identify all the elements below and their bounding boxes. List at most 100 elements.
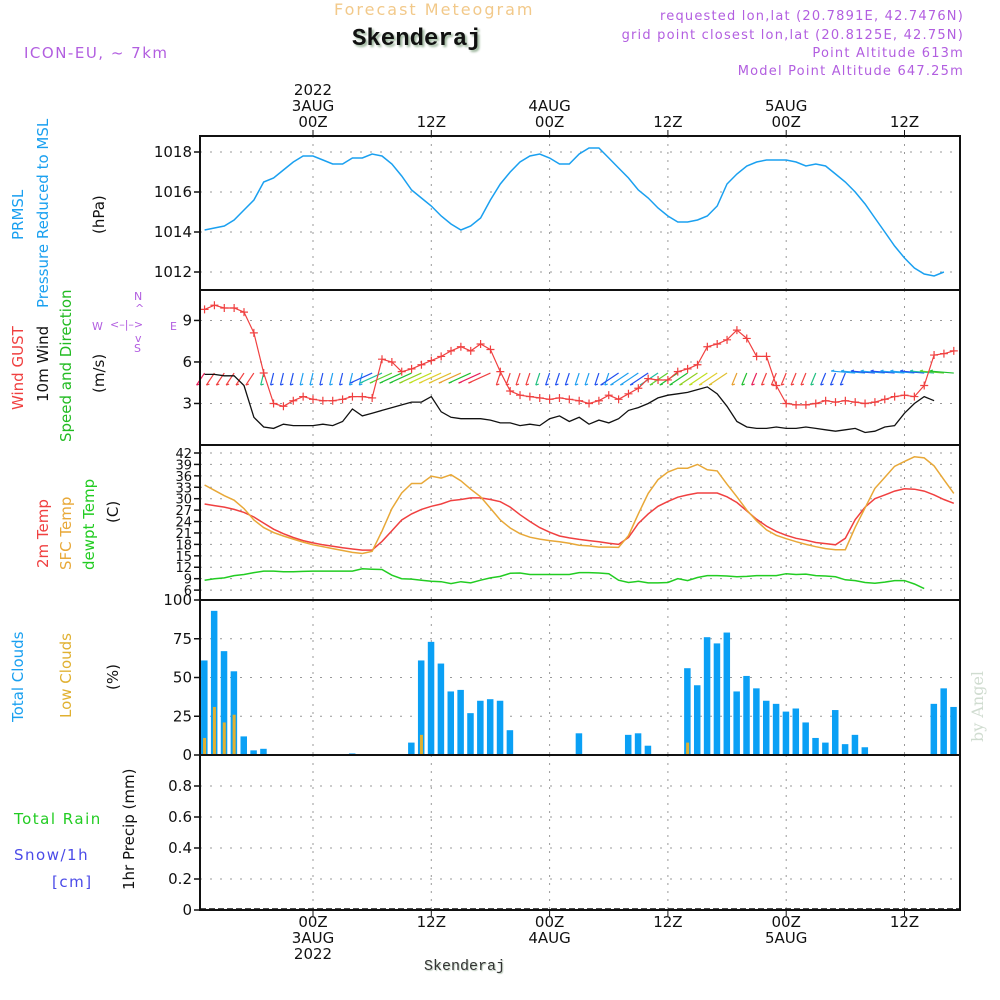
gust-marker <box>447 346 456 355</box>
gust-marker <box>210 301 219 310</box>
time-label: 12Z <box>638 114 698 130</box>
y-tick-label: 1016 <box>154 183 192 201</box>
bar-total-clouds <box>713 643 721 755</box>
gust-marker <box>358 392 367 401</box>
bar-low-clouds <box>232 714 236 755</box>
y-tick-label: 100 <box>163 591 192 609</box>
gust-marker <box>801 400 810 409</box>
bar-total-clouds <box>437 663 445 755</box>
y-tick-label: 24 <box>175 516 192 531</box>
wind-arrow-head <box>929 369 933 372</box>
wind-arrow-head <box>708 383 713 386</box>
gust-marker <box>328 396 337 405</box>
gust-marker <box>890 392 899 401</box>
wind-arrow-head <box>339 383 343 386</box>
panel-frame <box>199 754 961 911</box>
time-label-line: 3AUG <box>291 929 335 947</box>
bar-total-clouds <box>762 700 770 755</box>
y-tick-label: 12 <box>175 561 192 576</box>
gust-marker <box>693 360 702 369</box>
location-title: Skenderaj <box>352 26 482 53</box>
bar-total-clouds <box>201 660 208 755</box>
wind-arrow <box>790 372 797 386</box>
gust-marker <box>811 399 820 408</box>
model-point-altitude: Model Point Altitude 647.25m <box>737 64 964 79</box>
wind-arrow-head <box>555 383 559 386</box>
wind-arrow-head <box>890 369 894 372</box>
gust-marker <box>713 339 722 348</box>
bar-total-clouds <box>250 750 257 755</box>
time-label-line: 12Z <box>416 113 446 131</box>
y-tick-label: 15 <box>175 550 192 565</box>
gust-marker <box>535 393 544 402</box>
time-label-line: 12Z <box>416 913 446 931</box>
wind-arrow <box>225 372 235 386</box>
wind-arrow <box>369 372 393 384</box>
gust-marker <box>575 396 584 405</box>
time-label-line: 12Z <box>889 913 920 931</box>
compass-e: E <box>170 320 177 333</box>
y-tick-label: 1012 <box>154 263 192 281</box>
wind-arrow-head <box>545 383 549 386</box>
wind-arrow-head <box>235 383 240 386</box>
panel-frame <box>199 444 961 601</box>
time-label-line: 4AUG <box>528 929 571 947</box>
gust-marker <box>742 334 751 343</box>
bar-total-clouds <box>802 722 809 755</box>
time-label-line: 00Z <box>298 113 328 131</box>
wind-arrow-head <box>840 369 845 372</box>
compass-cross-icon: <–|–> <box>110 318 144 331</box>
wind-arrow <box>379 372 402 384</box>
wind-arrow-head <box>225 383 230 386</box>
wind-arrow-head <box>409 381 413 384</box>
wind-arrow-head <box>574 383 579 386</box>
gust-marker <box>594 396 603 405</box>
time-label-line: 4AUG <box>528 97 571 115</box>
wind-arrow-head <box>299 383 304 386</box>
wind-arrow <box>458 372 481 384</box>
time-label: 2022 3AUG 00Z <box>283 82 343 130</box>
wind-arrow-head <box>731 383 736 386</box>
wind-arrow-head <box>496 383 500 386</box>
series-line-2m-temp <box>204 488 955 551</box>
wind-arrow-head <box>860 369 864 372</box>
label-total-rain: Total Rain <box>14 810 102 828</box>
wind-arrow <box>329 372 334 386</box>
wind-arrow-head <box>319 383 324 386</box>
wind-arrow <box>448 372 471 384</box>
wind-arrow-head <box>329 383 333 386</box>
wind-arrow-head <box>245 383 250 386</box>
label-snow-unit: [cm] <box>52 873 93 891</box>
bar-total-clouds <box>506 730 514 755</box>
wind-arrow-head <box>919 369 924 372</box>
series-line-10m-wind <box>204 373 935 434</box>
wind-arrow-head <box>699 383 703 386</box>
bar-total-clouds <box>743 675 750 755</box>
watermark: by Angel <box>968 670 987 742</box>
y-tick-label: 42 <box>175 447 192 462</box>
time-label-line: 00Z <box>771 913 801 931</box>
wind-arrow-head <box>810 383 814 386</box>
compass-down-arrow-icon: v <box>135 332 142 345</box>
wind-arrow-head <box>448 381 452 384</box>
wind-arrow <box>584 372 590 386</box>
gust-marker <box>654 375 663 384</box>
gust-marker <box>920 381 929 390</box>
wind-arrow <box>839 372 846 386</box>
gust-marker <box>861 399 870 408</box>
wind-arrow-head <box>349 383 353 386</box>
y-tick-label: 6 <box>184 584 192 599</box>
time-label-line: 5AUG <box>764 97 808 115</box>
wind-arrow <box>841 370 866 374</box>
bar-total-clouds <box>703 637 711 755</box>
bar-total-clouds <box>457 689 464 755</box>
requested-coords: requested lon,lat (20.7891E, 42.7476N) <box>659 9 964 24</box>
wind-arrow-head <box>751 383 755 386</box>
bar-low-clouds <box>419 734 423 755</box>
gust-marker <box>703 342 712 351</box>
y-tick-label: 1018 <box>154 143 192 161</box>
y-tick-label: 75 <box>173 630 192 648</box>
gust-marker <box>555 393 564 402</box>
bar-low-clouds <box>203 737 207 755</box>
